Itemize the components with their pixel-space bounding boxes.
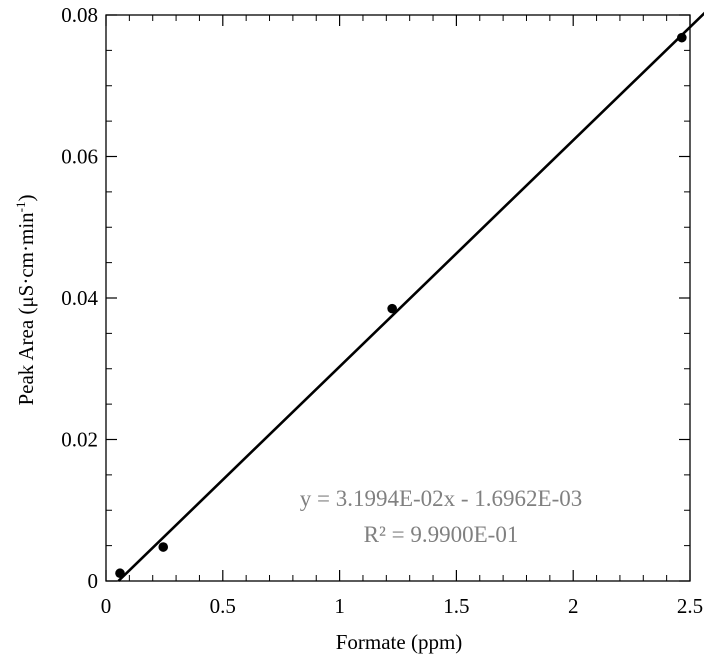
x-tick-label: 1.5 [443, 594, 469, 618]
x-tick-label: 0.5 [210, 594, 236, 618]
y-tick-label: 0.08 [61, 3, 98, 27]
x-tick-label: 2 [568, 594, 579, 618]
trendline [117, 11, 704, 582]
y-axis-label-close: ) [14, 194, 38, 201]
y-axis-label: Peak Area (μS·cm·min-1) [13, 194, 38, 405]
x-tick-label: 2.5 [677, 594, 703, 618]
data-point [387, 303, 397, 314]
data-point [158, 542, 169, 552]
y-tick-label: 0.06 [61, 145, 98, 169]
trendline-group [117, 11, 704, 582]
trendline-equation: y = 3.1994E-02x - 1.6962E-03 [300, 486, 583, 511]
x-axis-label: Formate (ppm) [336, 630, 463, 654]
data-point [115, 568, 125, 579]
y-ticks: 0 0.02 0.04 0.06 0.08 [61, 3, 690, 593]
y-tick-label: 0 [88, 569, 99, 593]
x-tick-label: 1 [334, 594, 345, 618]
x-tick-label: 0 [101, 594, 112, 618]
y-axis-label-main: Peak Area (μS·cm·min [14, 212, 38, 406]
y-tick-label: 0.02 [61, 428, 98, 452]
x-ticks: 0 0.5 1 1.5 2 2.5 [101, 15, 703, 618]
y-tick-label: 0.04 [61, 286, 98, 310]
trendline-r-squared: R² = 9.9900E-01 [364, 522, 519, 547]
y-axis-label-superscript: -1 [13, 201, 28, 212]
data-point [677, 32, 687, 43]
data-points [115, 32, 687, 579]
